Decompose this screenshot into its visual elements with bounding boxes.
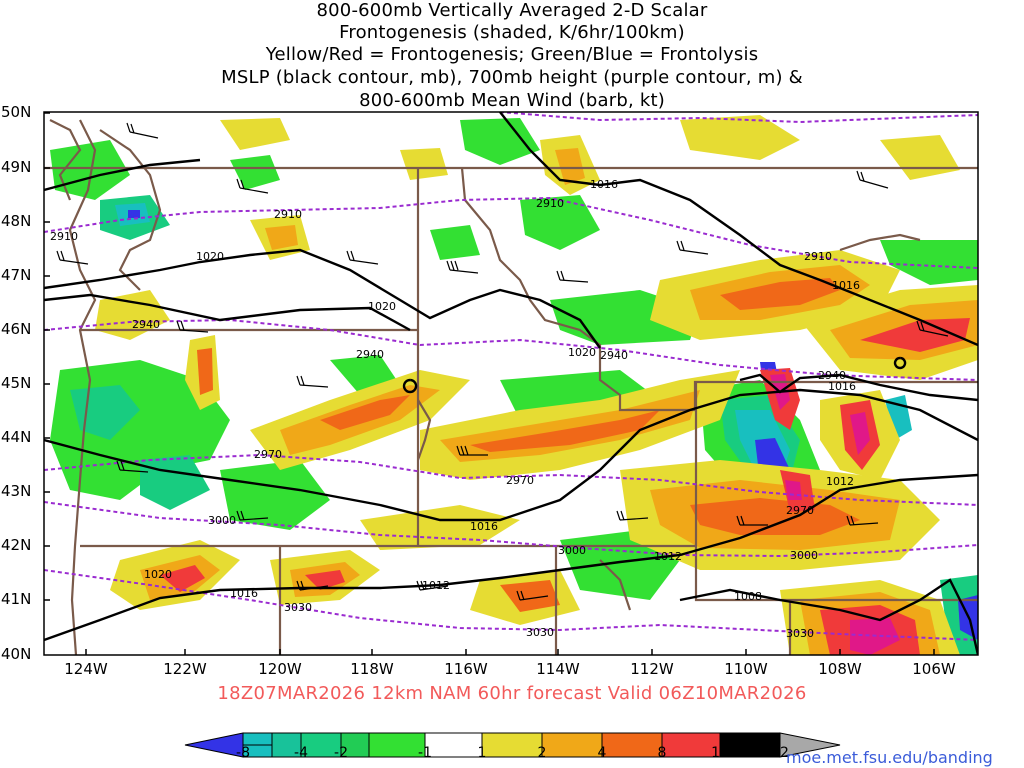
height-label: 2970 — [254, 448, 282, 461]
lon-label: 124W — [64, 660, 108, 678]
colorbar-tick-label: -1 — [418, 745, 432, 761]
height-labels: 2910 2910 2910 2910 2940 2940 2940 2940 … — [50, 197, 846, 640]
colorbar-tick-label: 32 — [771, 745, 789, 761]
colorbar — [184, 732, 841, 758]
site-credit: moe.met.fsu.edu/banding — [786, 748, 993, 767]
colorbar-segment — [340, 732, 370, 758]
mslp-label: 1016 — [828, 380, 856, 393]
height-label: 3030 — [284, 601, 312, 614]
height-label: 2910 — [274, 208, 302, 221]
height-label: 2940 — [132, 318, 160, 331]
colorbar-segment — [424, 732, 483, 758]
mslp-label: 1012 — [654, 550, 682, 563]
axis-ticks — [44, 112, 935, 655]
lon-label: 108W — [818, 660, 862, 678]
colorbar-segment — [601, 732, 663, 758]
lon-label: 112W — [630, 660, 674, 678]
colorbar-tick-label: 4 — [597, 745, 607, 761]
height-label: 2940 — [818, 369, 846, 382]
colorbar-tick-label: 8 — [657, 745, 667, 761]
title-line-2: Frontogenesis (shaded, K/6hr/100km) — [339, 22, 685, 43]
height-label: 2970 — [506, 474, 534, 487]
colorbar-segment — [242, 732, 273, 746]
title-line-5: 800-600mb Mean Wind (barb, kt) — [359, 90, 665, 111]
mslp-label: 1012 — [422, 579, 450, 592]
title-line-3: Yellow/Red = Frontogenesis; Green/Blue =… — [265, 44, 759, 65]
lat-label: 40N — [1, 645, 32, 663]
mslp-label: 1016 — [832, 279, 860, 292]
height-label: 2910 — [804, 250, 832, 263]
lon-label: 118W — [350, 660, 394, 678]
height-label: 2910 — [536, 197, 564, 210]
mslp-label: 1016 — [590, 178, 618, 191]
height-label: 3030 — [526, 626, 554, 639]
colorbar-tick-label: -2 — [334, 745, 348, 761]
lat-label: 49N — [1, 158, 32, 176]
colorbar-tick-label: 16 — [711, 745, 729, 761]
lat-label: 42N — [1, 536, 32, 554]
colorbar-segment — [481, 732, 543, 758]
colorbar-tick-label: -8 — [236, 745, 250, 761]
lon-label: 122W — [163, 660, 207, 678]
colorbar-segment — [271, 732, 302, 758]
colorbar-segment — [661, 732, 721, 758]
mslp-label: 1020 — [196, 250, 224, 263]
lon-label: 110W — [724, 660, 768, 678]
lat-label: 41N — [1, 590, 32, 608]
lat-label: 44N — [1, 428, 32, 446]
height-label: 3000 — [208, 514, 236, 527]
mslp-label: 1020 — [368, 300, 396, 313]
lat-label: 50N — [1, 103, 32, 121]
lon-label: 116W — [444, 660, 488, 678]
height-label: 2970 — [786, 504, 814, 517]
lon-label: 106W — [912, 660, 956, 678]
height-label: 2910 — [50, 230, 78, 243]
forecast-valid-line: 18Z07MAR2026 12km NAM 60hr forecast Vali… — [217, 683, 807, 704]
lat-label: 47N — [1, 266, 32, 284]
political-borders — [44, 119, 978, 655]
colorbar-segment — [779, 732, 841, 758]
title-line-1: 800-600mb Vertically Averaged 2-D Scalar — [316, 0, 708, 21]
mslp-label: 1016 — [230, 587, 258, 600]
lon-label: 120W — [258, 660, 302, 678]
colorbar-tick-label: 2 — [537, 745, 547, 761]
height-label: 3000 — [790, 549, 818, 562]
lon-label: 114W — [536, 660, 580, 678]
height-label: 2940 — [600, 349, 628, 362]
colorbar-segment — [368, 732, 426, 758]
colorbar-tick-label: 1 — [477, 745, 487, 761]
lat-label: 46N — [1, 320, 32, 338]
map-plot-area: 1020 1020 1016 1020 1016 1016 1016 1012 … — [44, 112, 978, 655]
mslp-label: 1016 — [470, 520, 498, 533]
mslp-label: 1020 — [144, 568, 172, 581]
lat-label: 43N — [1, 482, 32, 500]
title-line-4: MSLP (black contour, mb), 700mb height (… — [221, 67, 803, 88]
height-label: 3030 — [786, 627, 814, 640]
mslp-label: 1020 — [568, 346, 596, 359]
lat-label: 48N — [1, 212, 32, 230]
colorbar-tick-label: -4 — [294, 745, 308, 761]
colorbar-segment — [300, 732, 342, 758]
lat-label: 45N — [1, 374, 32, 392]
mslp-labels: 1020 1020 1016 1020 1016 1016 1016 1012 … — [144, 178, 860, 603]
height-label: 3000 — [558, 544, 586, 557]
wind-barbs — [56, 122, 949, 601]
mslp-label: 1008 — [734, 590, 762, 603]
height-label: 2940 — [356, 348, 384, 361]
mslp-label: 1012 — [826, 475, 854, 488]
mslp-contours — [44, 112, 978, 655]
